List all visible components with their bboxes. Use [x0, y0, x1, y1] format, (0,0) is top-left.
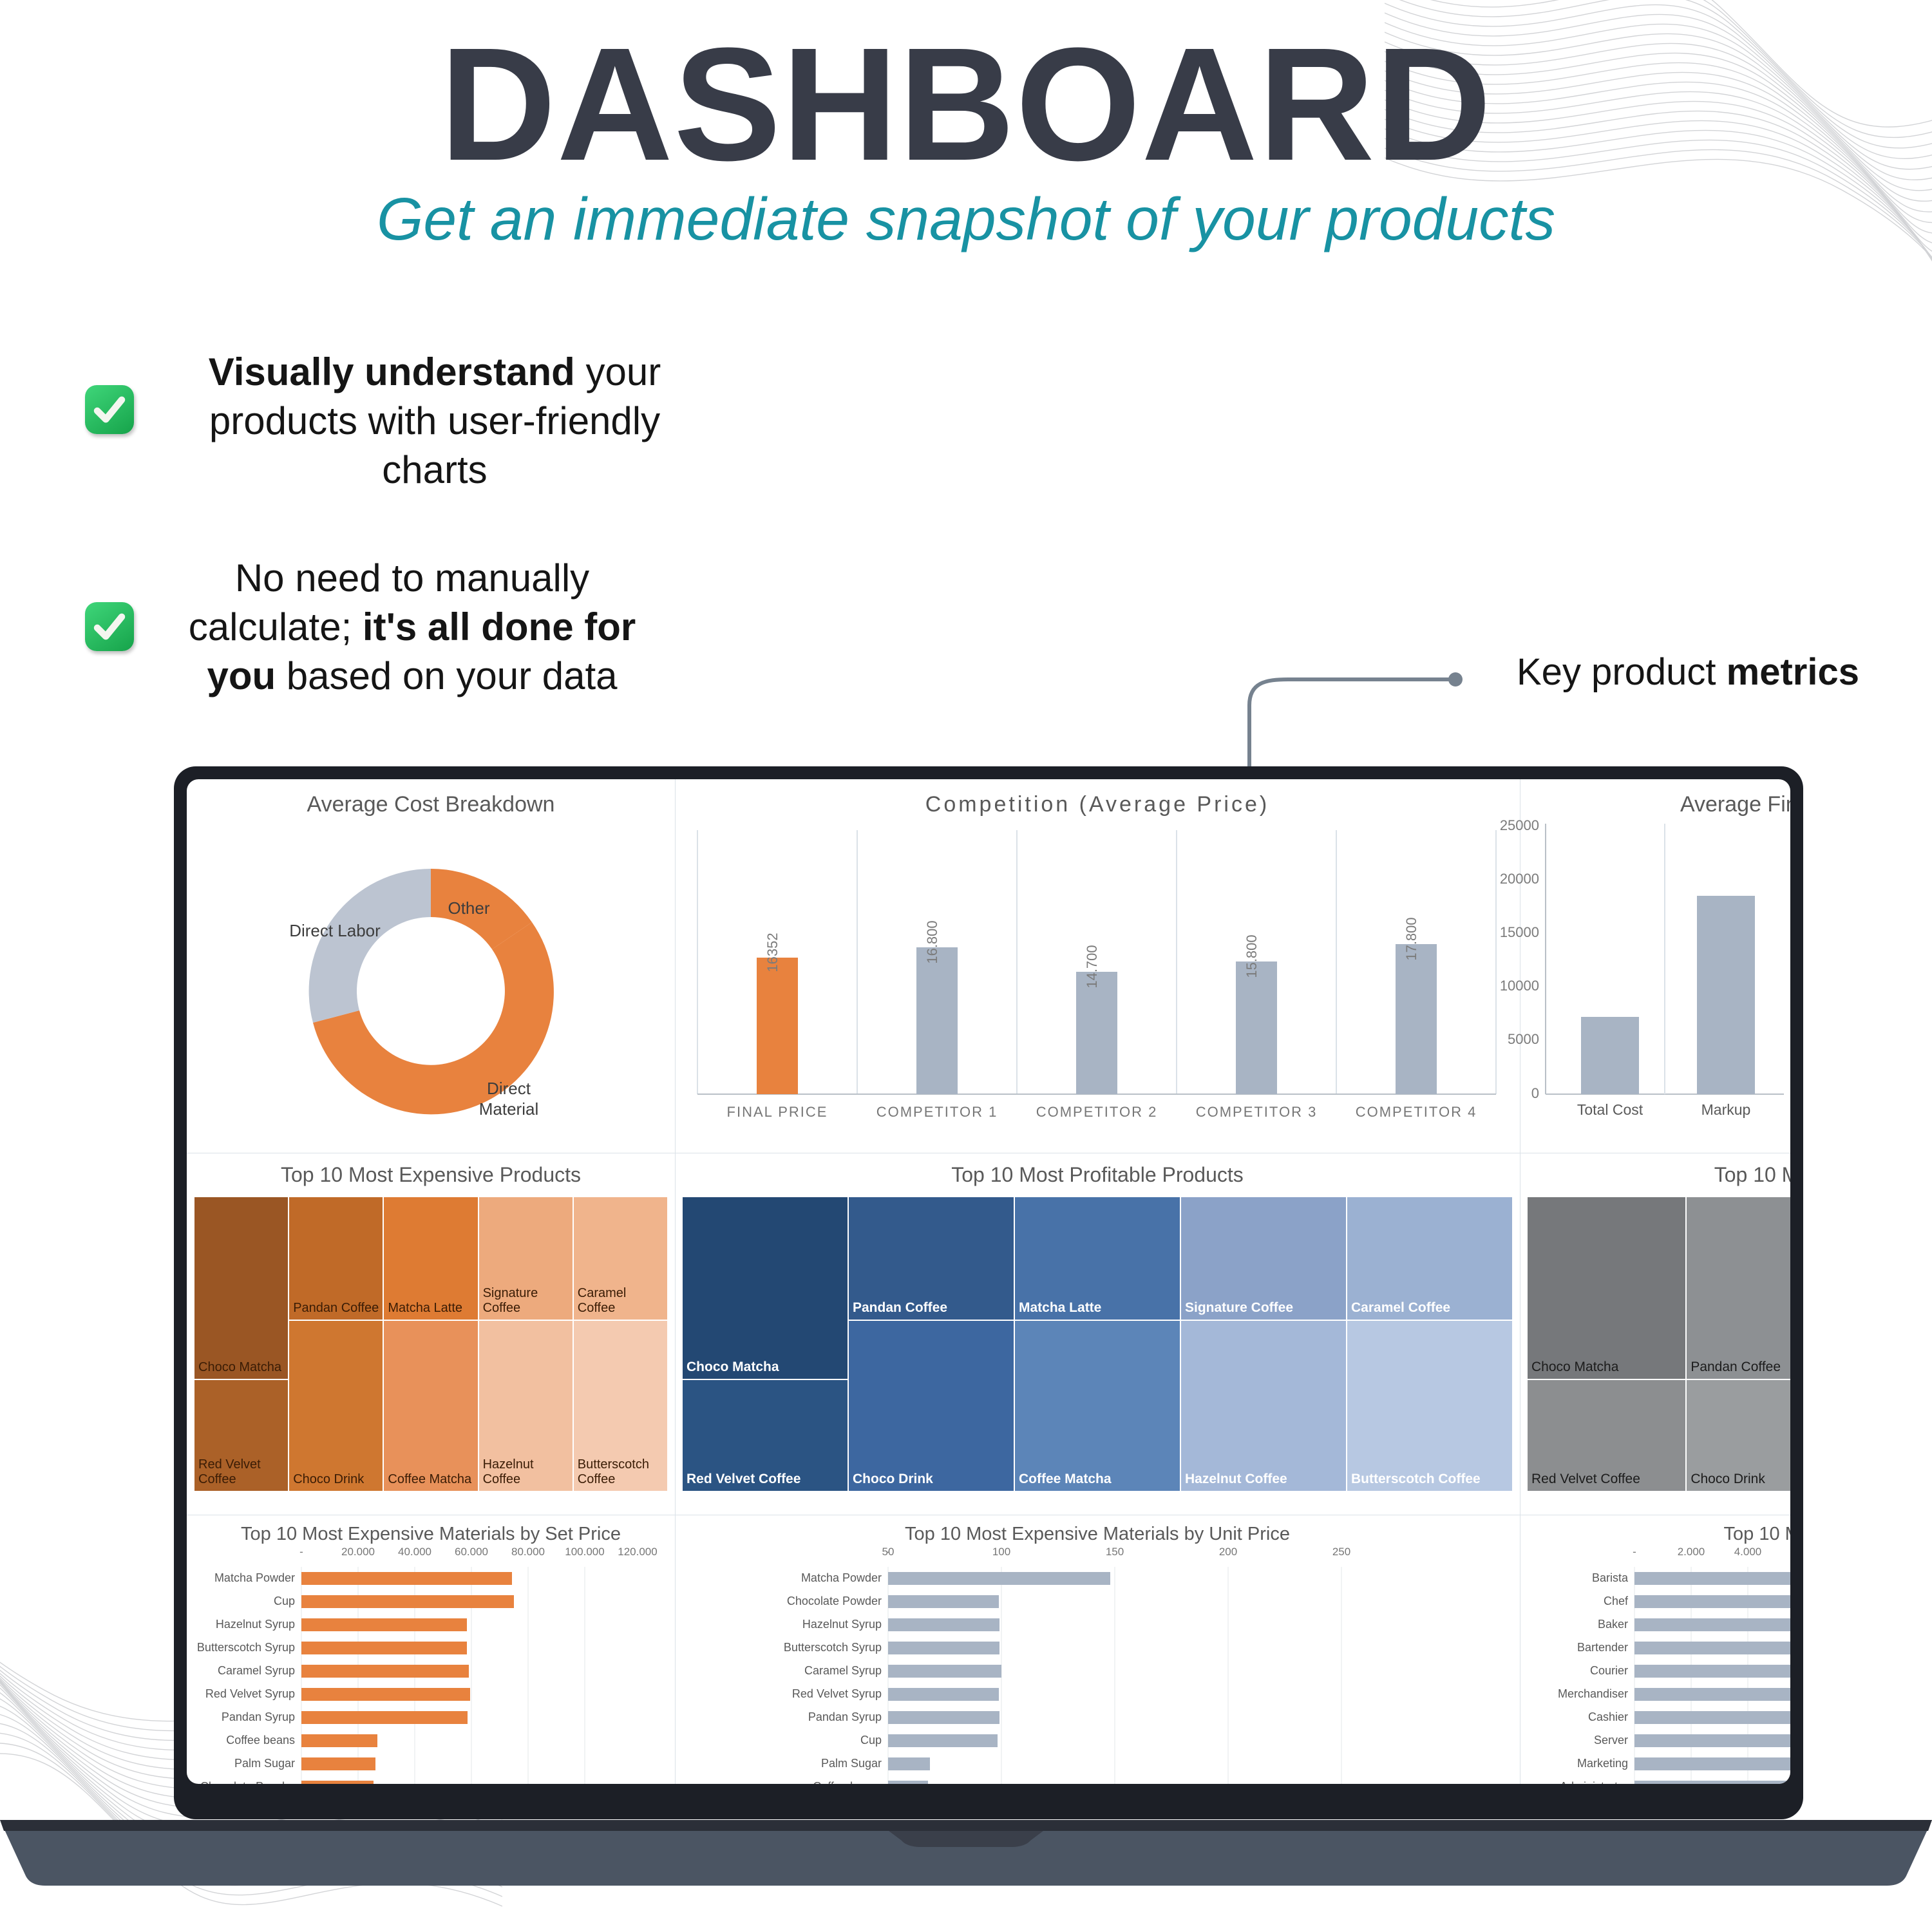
svg-text:Markup: Markup: [1701, 1101, 1751, 1118]
svg-text:Chocolate Powder: Chocolate Powder: [200, 1780, 295, 1784]
svg-text:Red Velvet Syrup: Red Velvet Syrup: [205, 1687, 295, 1700]
svg-text:-: -: [1633, 1546, 1636, 1558]
svg-text:Hazelnut Syrup: Hazelnut Syrup: [216, 1618, 295, 1631]
svg-text:Cup: Cup: [860, 1734, 882, 1747]
svg-text:Administrator: Administrator: [1560, 1780, 1628, 1784]
svg-text:Total Cost: Total Cost: [1577, 1101, 1643, 1118]
svg-text:Barista: Barista: [1592, 1571, 1629, 1584]
svg-text:COMPETITOR 2: COMPETITOR 2: [1036, 1104, 1158, 1120]
svg-text:150: 150: [1106, 1546, 1124, 1558]
svg-text:100.000: 100.000: [565, 1546, 604, 1558]
svg-text:COMPETITOR 1: COMPETITOR 1: [876, 1104, 998, 1120]
svg-text:Caramel Syrup: Caramel Syrup: [804, 1664, 882, 1677]
svg-text:250: 250: [1332, 1546, 1350, 1558]
svg-text:20.000: 20.000: [341, 1546, 375, 1558]
svg-text:Bartender: Bartender: [1577, 1641, 1628, 1654]
svg-text:Chocolate Powder: Chocolate Powder: [787, 1595, 882, 1607]
svg-text:Direct: Direct: [487, 1079, 531, 1098]
svg-text:Red Velvet Syrup: Red Velvet Syrup: [792, 1687, 882, 1700]
svg-text:200: 200: [1219, 1546, 1237, 1558]
svg-text:Courier: Courier: [1590, 1664, 1628, 1677]
svg-text:Butterscotch Syrup: Butterscotch Syrup: [784, 1641, 882, 1654]
svg-text:100: 100: [992, 1546, 1010, 1558]
svg-text:Other: Other: [448, 898, 489, 918]
svg-text:0: 0: [1531, 1085, 1539, 1101]
svg-text:Palm Sugar: Palm Sugar: [821, 1757, 882, 1770]
svg-text:Pandan Syrup: Pandan Syrup: [808, 1710, 882, 1723]
svg-text:Merchandiser: Merchandiser: [1558, 1687, 1628, 1700]
svg-text:20000: 20000: [1500, 871, 1539, 887]
svg-text:15000: 15000: [1500, 924, 1539, 940]
svg-text:50: 50: [882, 1546, 895, 1558]
svg-text:120.000: 120.000: [618, 1546, 657, 1558]
svg-text:Direct Labor: Direct Labor: [289, 921, 381, 940]
svg-text:17.800: 17.800: [1403, 917, 1419, 960]
svg-text:Matcha Powder: Matcha Powder: [801, 1571, 882, 1584]
svg-text:COMPETITOR 3: COMPETITOR 3: [1196, 1104, 1318, 1120]
svg-text:Pandan Syrup: Pandan Syrup: [222, 1710, 295, 1723]
svg-text:14.700: 14.700: [1084, 945, 1100, 988]
svg-text:2.000: 2.000: [1678, 1546, 1705, 1558]
svg-text:16.800: 16.800: [924, 920, 940, 963]
svg-text:COMPETITOR 4: COMPETITOR 4: [1356, 1104, 1477, 1120]
svg-text:Cashier: Cashier: [1588, 1710, 1628, 1723]
svg-text:FINAL PRICE: FINAL PRICE: [727, 1104, 828, 1120]
svg-text:Hazelnut Syrup: Hazelnut Syrup: [802, 1618, 882, 1631]
svg-text:4.000: 4.000: [1734, 1546, 1762, 1558]
svg-text:Material: Material: [479, 1099, 538, 1119]
svg-text:80.000: 80.000: [511, 1546, 545, 1558]
svg-text:Server: Server: [1594, 1734, 1628, 1747]
svg-text:Marketing: Marketing: [1577, 1757, 1628, 1770]
svg-text:Coffee beans: Coffee beans: [813, 1780, 882, 1784]
svg-text:15.800: 15.800: [1244, 934, 1260, 978]
svg-text:40.000: 40.000: [398, 1546, 431, 1558]
svg-text:Butterscotch Syrup: Butterscotch Syrup: [197, 1641, 295, 1654]
svg-text:Chef: Chef: [1604, 1595, 1629, 1607]
svg-text:Palm Sugar: Palm Sugar: [234, 1757, 295, 1770]
svg-text:-: -: [299, 1546, 303, 1558]
svg-text:16352: 16352: [764, 933, 781, 972]
svg-text:Baker: Baker: [1598, 1618, 1628, 1631]
svg-text:10000: 10000: [1500, 978, 1539, 994]
svg-text:Coffee beans: Coffee beans: [226, 1734, 295, 1747]
svg-text:25000: 25000: [1500, 817, 1539, 833]
svg-text:Matcha Powder: Matcha Powder: [214, 1571, 295, 1584]
svg-text:60.000: 60.000: [455, 1546, 488, 1558]
svg-text:Cup: Cup: [274, 1595, 295, 1607]
svg-text:5000: 5000: [1508, 1031, 1539, 1047]
svg-text:Caramel Syrup: Caramel Syrup: [218, 1664, 295, 1677]
